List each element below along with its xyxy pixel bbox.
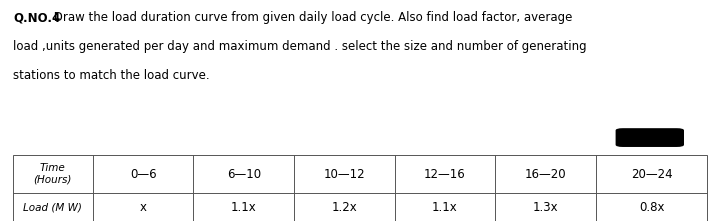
Text: 12—16: 12—16	[424, 168, 466, 181]
Text: 1.2x: 1.2x	[331, 201, 357, 214]
Text: stations to match the load curve.: stations to match the load curve.	[13, 69, 210, 82]
Text: Draw the load duration curve from given daily load cycle. Also find load factor,: Draw the load duration curve from given …	[50, 11, 572, 24]
Text: Time
(Hours): Time (Hours)	[34, 163, 72, 185]
FancyBboxPatch shape	[616, 128, 684, 147]
Text: 1.3x: 1.3x	[533, 201, 559, 214]
Text: 10—12: 10—12	[323, 168, 365, 181]
Text: 0—6: 0—6	[130, 168, 156, 181]
Text: 1.1x: 1.1x	[231, 201, 256, 214]
Text: 20—24: 20—24	[631, 168, 672, 181]
Text: load ,units generated per day and maximum demand . select the size and number of: load ,units generated per day and maximu…	[13, 40, 587, 53]
Text: Q.NO.4: Q.NO.4	[13, 11, 60, 24]
Text: 16—20: 16—20	[525, 168, 567, 181]
Text: 6—10: 6—10	[227, 168, 261, 181]
Bar	[13, 155, 707, 221]
Text: x: x	[140, 201, 147, 214]
Text: Load (M W): Load (M W)	[24, 202, 82, 212]
Text: 1.1x: 1.1x	[432, 201, 458, 214]
Text: 0.8x: 0.8x	[639, 201, 665, 214]
